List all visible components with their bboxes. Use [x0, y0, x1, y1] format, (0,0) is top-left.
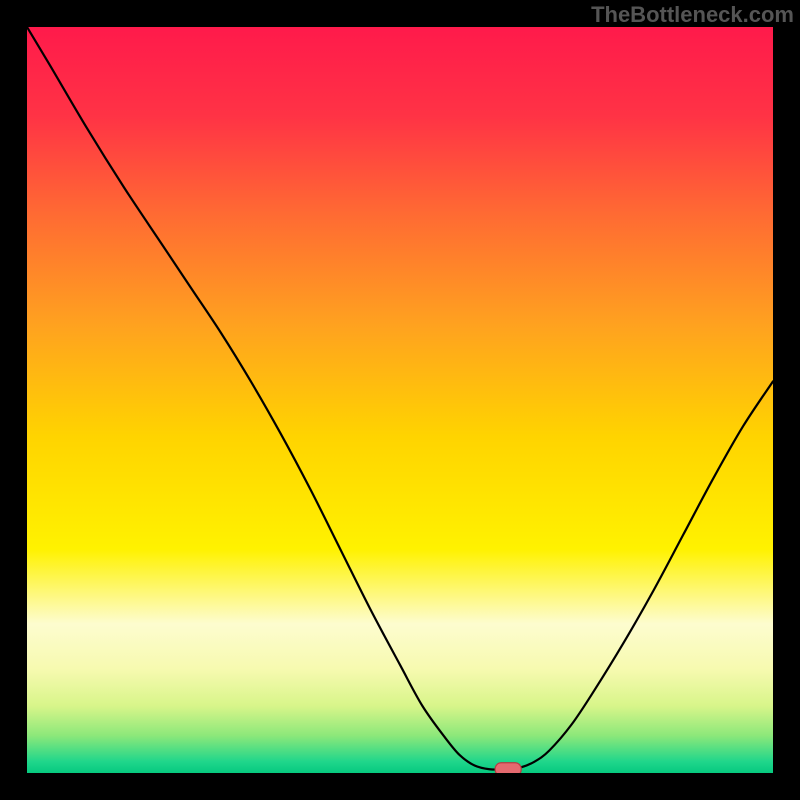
gradient-background — [27, 27, 773, 773]
plot-area — [27, 27, 773, 773]
chart-svg — [27, 27, 773, 773]
optimal-marker — [495, 763, 521, 773]
chart-frame: TheBottleneck.com — [0, 0, 800, 800]
watermark-text: TheBottleneck.com — [591, 2, 794, 28]
